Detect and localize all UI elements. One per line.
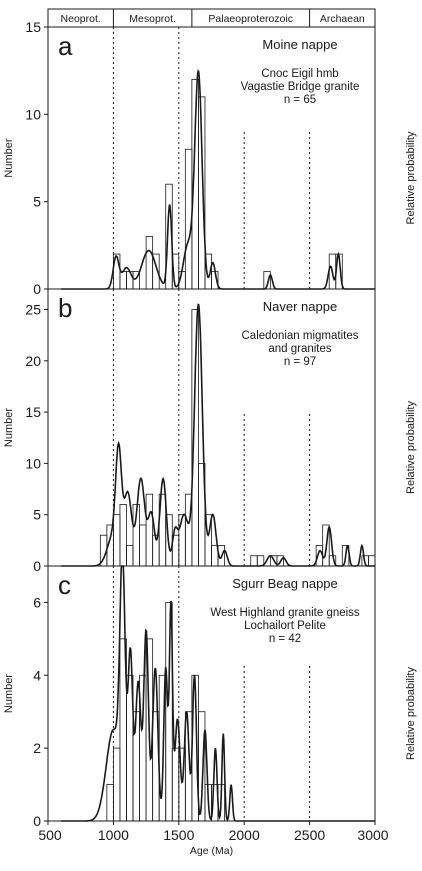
x-tick-label: 1500 xyxy=(163,827,194,843)
panel-title: Moine nappe xyxy=(262,37,337,52)
x-tick-label: 2500 xyxy=(294,827,325,843)
panel-title: Sgurr Beag nappe xyxy=(232,576,338,591)
x-axis-label: Age (Ma) xyxy=(190,845,233,857)
era-label: Neoprot. xyxy=(61,13,101,25)
histogram-bar xyxy=(368,555,376,567)
histogram-bar xyxy=(126,271,134,290)
histogram-bar xyxy=(113,514,121,567)
panel-subtitle-line: Vagastie Bridge granite xyxy=(241,81,360,93)
x-tick-label: 1000 xyxy=(98,827,129,843)
histogram-bar xyxy=(250,555,258,567)
panel-subtitle-line: n = 65 xyxy=(284,94,316,106)
histogram-bar xyxy=(119,504,127,567)
y-axis-label: Number xyxy=(3,138,15,177)
y-tick-label: 25 xyxy=(25,302,41,318)
histogram-bar xyxy=(139,524,147,567)
y-tick-label: 0 xyxy=(33,813,41,829)
x-tick-label: 2000 xyxy=(229,827,260,843)
era-label: Archaean xyxy=(320,13,365,25)
y-axis-label: Number xyxy=(3,408,15,447)
histogram-bar xyxy=(106,784,114,822)
era-label: Palaeoproterozoic xyxy=(208,13,293,25)
panel-subtitle-line: n = 42 xyxy=(269,633,301,645)
chart-panels: 0 5 10 15 Number Relative probability a Moine n… xyxy=(3,19,417,829)
panel-letter: b xyxy=(58,293,72,323)
probability-curve xyxy=(61,565,375,822)
y-tick-label: 15 xyxy=(25,19,41,35)
y-tick-label: 10 xyxy=(25,106,41,122)
y-tick-label: 5 xyxy=(33,194,41,210)
x-tick-label: 3000 xyxy=(357,827,388,843)
panel-c: 0 2 4 6 Number Relative probability c Sgurr Bea… xyxy=(3,565,417,829)
panel-frame xyxy=(47,26,376,290)
era-label: Mesoprot. xyxy=(129,13,176,25)
y-tick-label: 20 xyxy=(25,353,41,369)
panel-subtitle-line: n = 97 xyxy=(284,356,316,368)
histogram-bar xyxy=(113,747,121,822)
panel-b: 0 5 10 15 20 25 Number Relative probability b Nav… xyxy=(3,288,417,574)
histogram-bar xyxy=(178,514,186,567)
panel-frame xyxy=(47,565,376,822)
panel-subtitle-line: and granites xyxy=(268,343,332,355)
histogram-bar xyxy=(126,545,134,567)
y-tick-label: 6 xyxy=(33,594,41,610)
histogram-bar xyxy=(145,493,154,567)
x-axis: 500 1000 1500 2000 2500 3000 Age (Ma) xyxy=(38,821,389,857)
histogram-bar xyxy=(119,271,127,290)
right-axis-label: Relative probability xyxy=(405,667,417,760)
y-tick-label: 4 xyxy=(33,667,41,683)
panel-letter: c xyxy=(58,570,71,600)
y-tick-label: 2 xyxy=(33,740,41,756)
histogram-bar xyxy=(145,236,154,290)
probability-curve xyxy=(61,68,375,290)
panel-a: 0 5 10 15 Number Relative probability a Moine n… xyxy=(3,19,417,297)
y-tick-label: 10 xyxy=(25,455,41,471)
histogram-bar xyxy=(171,747,180,822)
panel-subtitle-line: West Highland granite gneiss xyxy=(210,607,360,619)
era-bar: Neoprot. Mesoprot. Palaeoproterozoic Archae… xyxy=(47,8,376,28)
y-tick-label: 5 xyxy=(33,507,41,523)
right-axis-label: Relative probability xyxy=(405,131,417,224)
panel-letter: a xyxy=(58,31,73,61)
y-tick-label: 0 xyxy=(33,558,41,574)
panel-subtitle-line: Caledonian migmatites xyxy=(242,330,359,342)
y-axis-label: Number xyxy=(3,674,15,713)
probability-curve xyxy=(61,303,375,567)
panel-subtitle-line: Lochailort Pelite xyxy=(244,620,326,632)
right-axis-label: Relative probability xyxy=(405,401,417,494)
panel-subtitle-line: Cnoc Eigil hmb xyxy=(261,68,338,80)
y-tick-label: 0 xyxy=(33,281,41,297)
x-tick-label: 500 xyxy=(38,827,62,843)
histogram-bar xyxy=(198,711,206,822)
panel-title: Naver nappe xyxy=(263,299,337,314)
y-tick-label: 15 xyxy=(25,404,41,420)
